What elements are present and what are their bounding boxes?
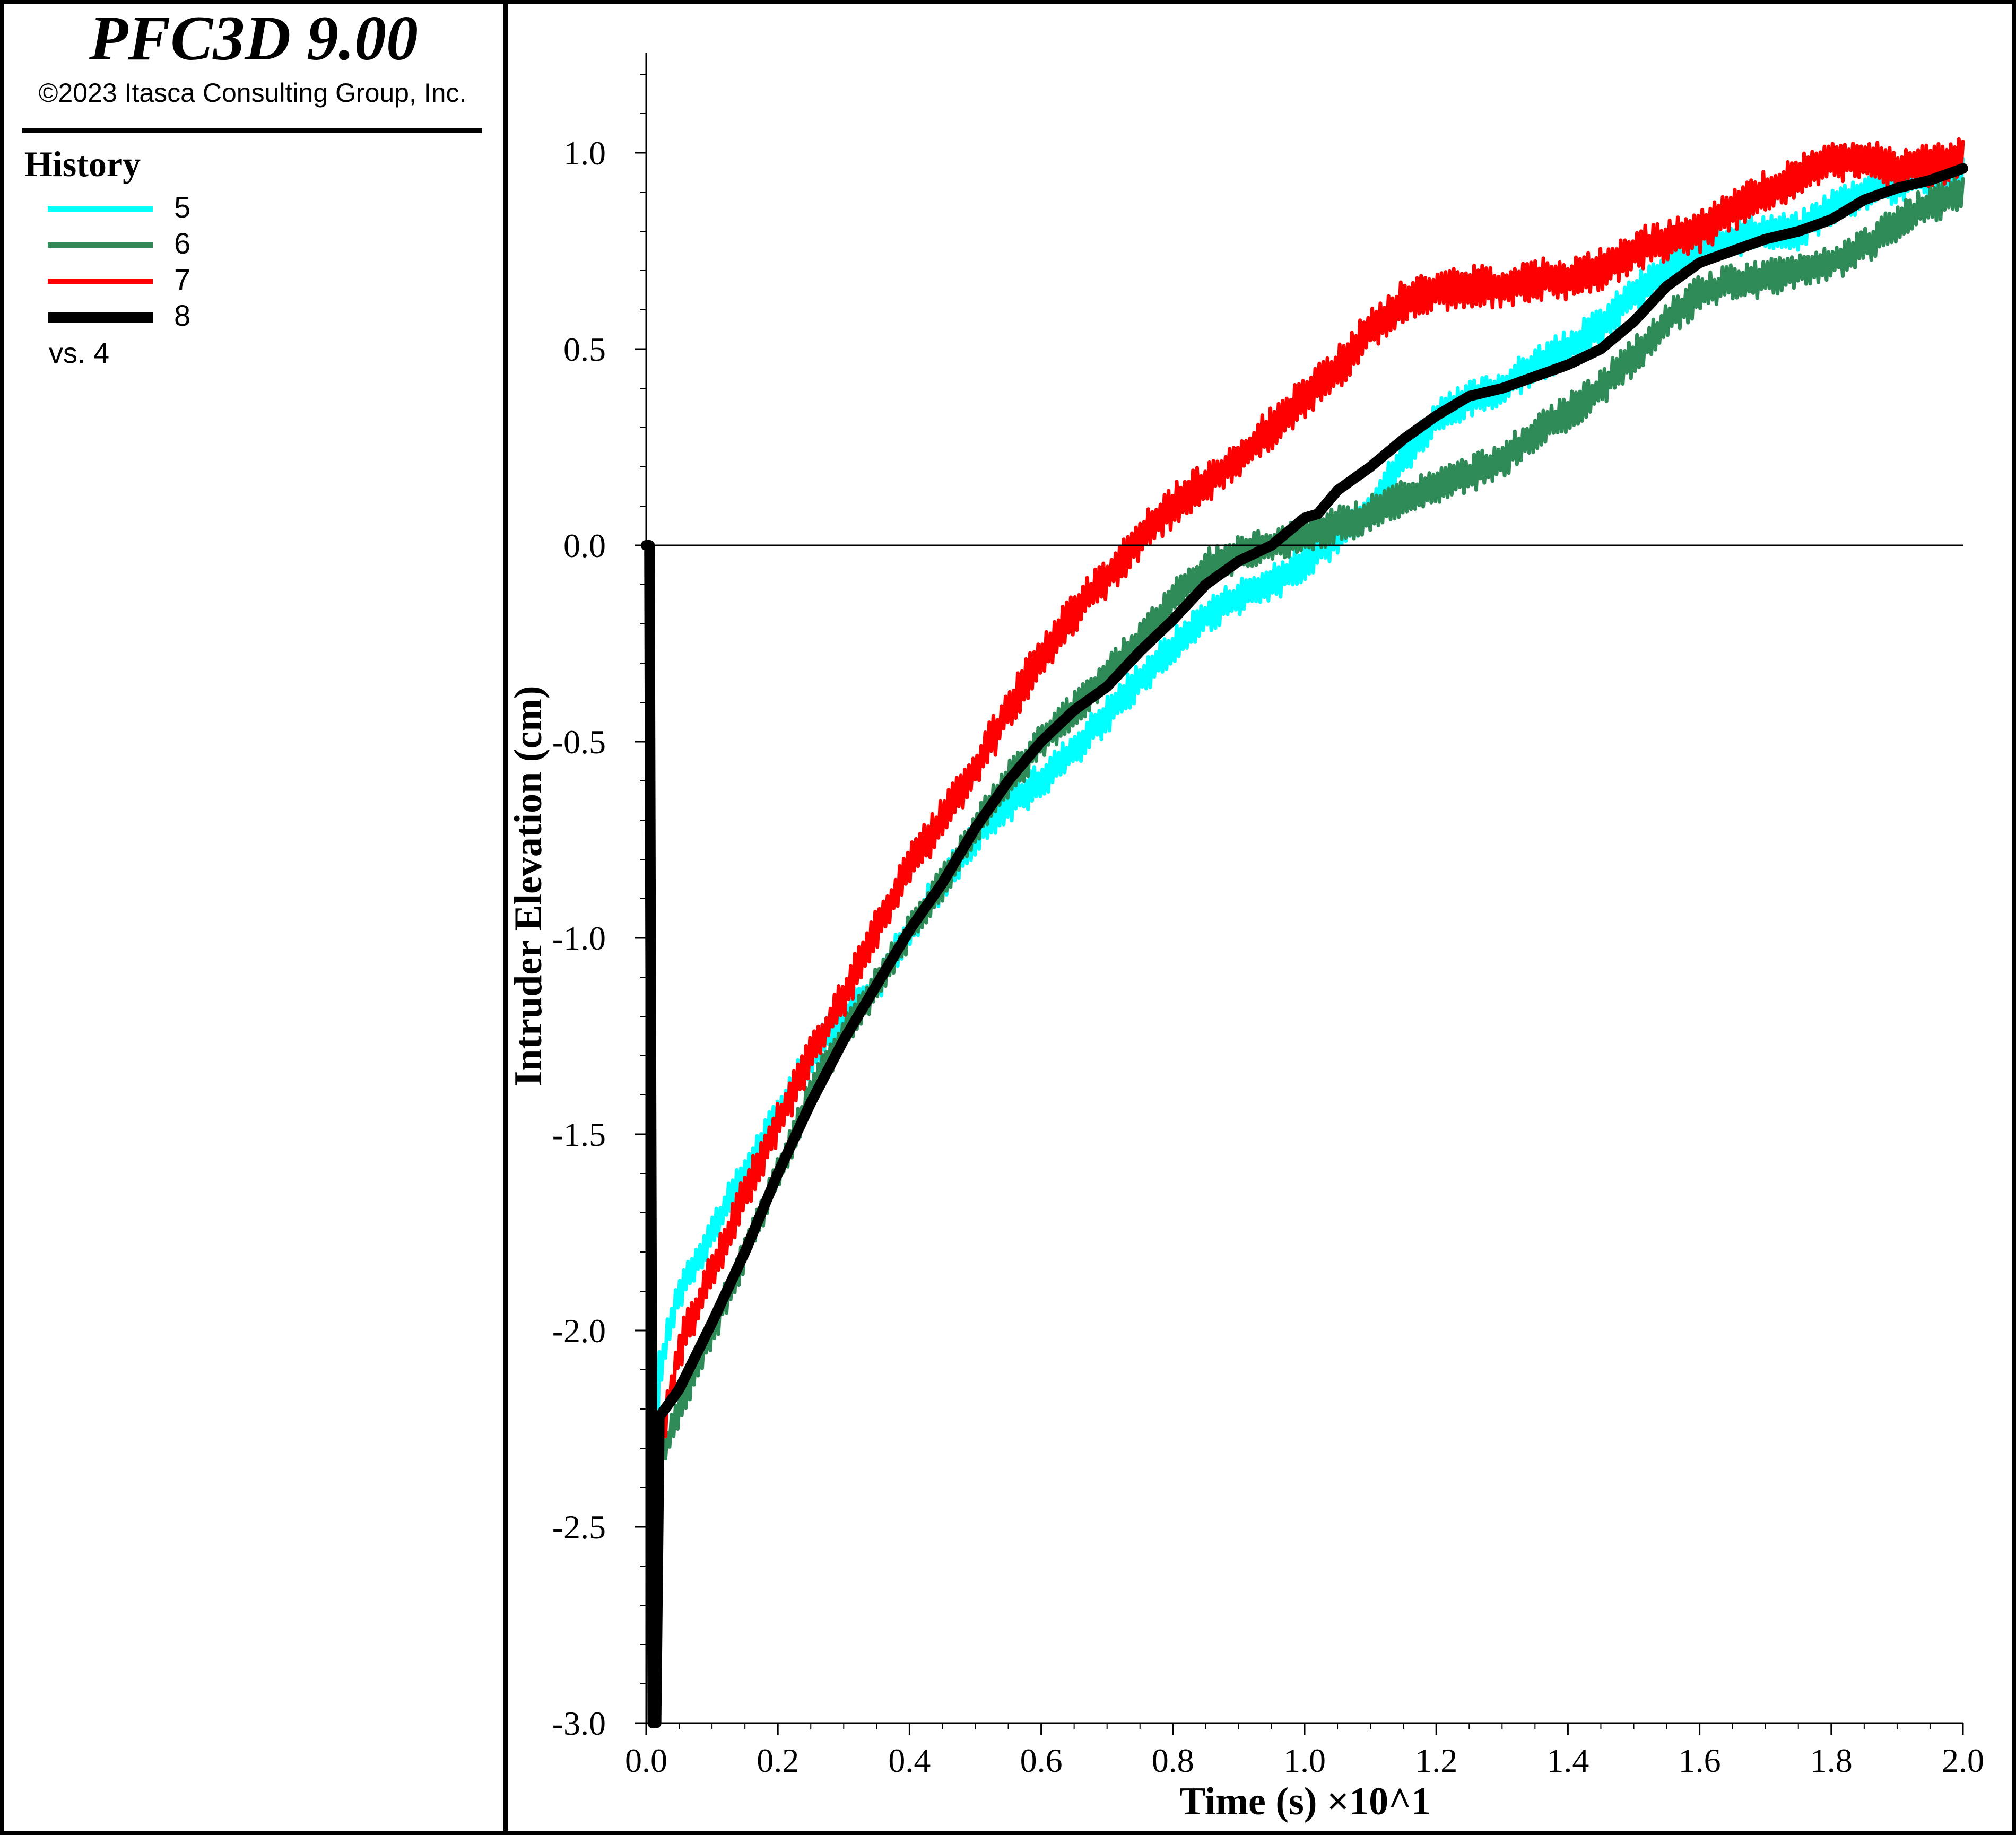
x-axis-label: Time (s) ×10^1: [1179, 1780, 1431, 1823]
x-tick-label: 1.8: [1810, 1742, 1853, 1779]
legend-entry-5: 5: [48, 190, 190, 224]
x-tick-label: 0.2: [757, 1742, 799, 1779]
legend-entry-7: 7: [48, 263, 190, 296]
x-tick-label: 1.6: [1679, 1742, 1721, 1779]
x-tick-label: 1.0: [1283, 1742, 1326, 1779]
app-title: PFC3D 9.00: [89, 3, 418, 73]
legend-footer: vs. 4: [49, 337, 109, 369]
legend-label-5: 5: [174, 190, 190, 224]
x-tick-label: 0.6: [1020, 1742, 1063, 1779]
series-line-7: [644, 137, 1965, 1725]
y-tick-label: -1.0: [552, 919, 606, 957]
y-tick-label: -1.5: [552, 1116, 606, 1153]
y-tick-label: -3.0: [552, 1704, 606, 1742]
series-layer: [641, 137, 1968, 1728]
y-tick-label: 0.0: [563, 527, 606, 564]
legend-label-6: 6: [174, 227, 190, 260]
x-tick-label: 0.8: [1152, 1742, 1194, 1779]
x-tick-label: 1.2: [1415, 1742, 1457, 1779]
y-tick-label: 0.5: [563, 331, 606, 368]
y-tick-label: -2.0: [552, 1312, 606, 1350]
x-tick-label: 0.0: [625, 1742, 667, 1779]
series-line-8: [641, 163, 1968, 1728]
legend-label-8: 8: [174, 299, 190, 332]
series-line-6: [644, 173, 1965, 1686]
y-tick-label: 1.0: [563, 134, 606, 172]
axes-layer: 0.0 0.2 0.4 0.6 0.8 1.0 1.2 1.4 1.6 1.8 2.0 -3.0 -2.…: [552, 53, 1984, 1779]
legend-entry-8: 8: [48, 299, 190, 332]
legend-entry-6: 6: [48, 227, 190, 260]
y-axis-label: Intruder Elevation (cm): [507, 686, 550, 1086]
x-tick-label: 2.0: [1942, 1742, 1984, 1779]
x-tick-label: 1.4: [1546, 1742, 1589, 1779]
y-tick-label: -2.5: [552, 1508, 606, 1546]
legend-label-7: 7: [174, 263, 190, 296]
plot-area: 0.0 0.2 0.4 0.6 0.8 1.0 1.2 1.4 1.6 1.8 2.0 -3.0 -2.…: [507, 53, 1984, 1823]
legend-heading: History: [24, 144, 141, 184]
info-panel: PFC3D 9.00 ©2023 Itasca Consulting Group…: [22, 3, 482, 369]
y-tick-label: -0.5: [552, 723, 606, 761]
x-tick-label: 0.4: [888, 1742, 931, 1779]
copyright-text: ©2023 Itasca Consulting Group, Inc.: [39, 78, 467, 108]
